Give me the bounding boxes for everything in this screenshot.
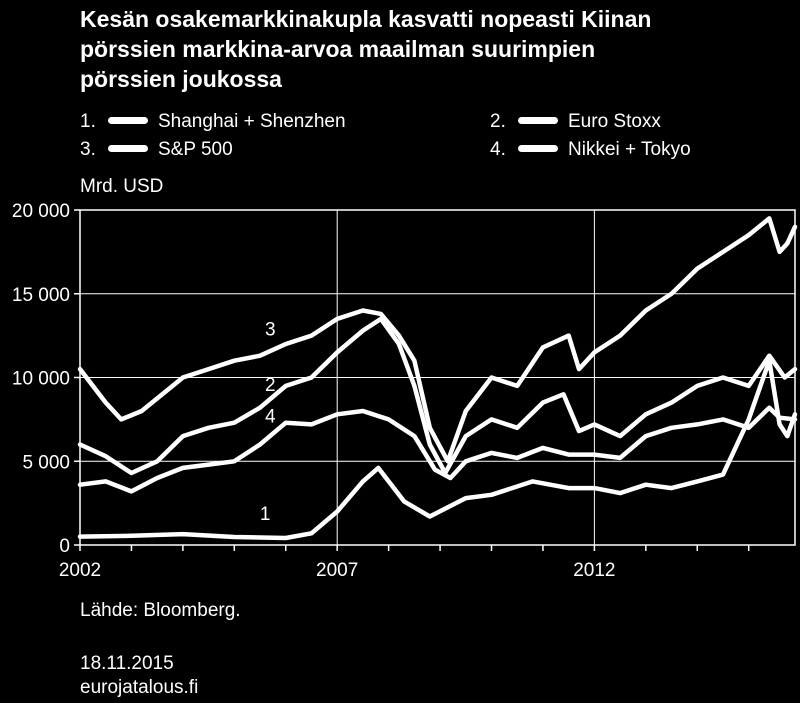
- series-number-label-1: 1: [260, 504, 271, 525]
- legend-label: Nikkei + Tokyo: [568, 139, 691, 160]
- legend-line-swatch: [518, 116, 558, 124]
- y-tick-label: 5 000: [22, 452, 70, 473]
- publish-date: 18.11.2015: [80, 653, 174, 674]
- legend-num: 2.: [490, 111, 506, 132]
- legend-line-swatch: [518, 144, 558, 152]
- series-number-label-3: 3: [265, 320, 276, 341]
- legend-line-swatch: [108, 144, 148, 152]
- x-tick-label: 2007: [316, 560, 358, 581]
- legend-line-swatch: [108, 116, 148, 124]
- series-line-4: [77, 405, 798, 494]
- series-line-3: [77, 216, 798, 464]
- series-number-label-2: 2: [265, 375, 276, 396]
- y-tick-label: 20 000: [12, 201, 70, 222]
- legend-label: S&P 500: [158, 139, 233, 160]
- y-tick-label: 15 000: [12, 285, 70, 306]
- legend: 1. Shanghai + Shenzhen 2. Euro Stoxx 3. S&P…: [80, 110, 780, 170]
- y-axis-unit: Mrd. USD: [80, 176, 164, 197]
- legend-label: Shanghai + Shenzhen: [158, 111, 346, 132]
- title-line-2: pörssien markkina-arvoa maailman suurimp…: [80, 36, 596, 62]
- legend-item-3: 3. S&P 500: [80, 138, 233, 162]
- x-tick-label: 2002: [59, 560, 101, 581]
- line-chart: 0 5 000 10 000 15 000 20 000 2002 2007 2012 1 2 3 4: [12, 201, 798, 581]
- series-number-label-4: 4: [265, 407, 276, 428]
- series-line-1: [77, 358, 798, 541]
- legend-item-4: 4. Nikkei + Tokyo: [490, 138, 691, 162]
- legend-item-1: 1. Shanghai + Shenzhen: [80, 110, 346, 134]
- y-tick-label: 0: [59, 536, 70, 557]
- title-line-3: pörssien joukossa: [80, 66, 282, 92]
- legend-num: 1.: [80, 111, 96, 132]
- x-tick-label: 2012: [573, 560, 615, 581]
- series-line-2: [77, 316, 798, 476]
- y-tick-label: 10 000: [12, 369, 70, 390]
- site-name: eurojatalous.fi: [80, 677, 199, 698]
- chart-title: Kesän osakemarkkinakupla kasvatti nopeas…: [80, 4, 780, 94]
- legend-num: 3.: [80, 139, 96, 160]
- legend-item-2: 2. Euro Stoxx: [490, 110, 661, 134]
- title-line-1: Kesän osakemarkkinakupla kasvatti nopeas…: [80, 6, 652, 32]
- legend-num: 4.: [490, 139, 506, 160]
- legend-label: Euro Stoxx: [568, 111, 661, 132]
- source-note: Lähde: Bloomberg.: [80, 600, 241, 621]
